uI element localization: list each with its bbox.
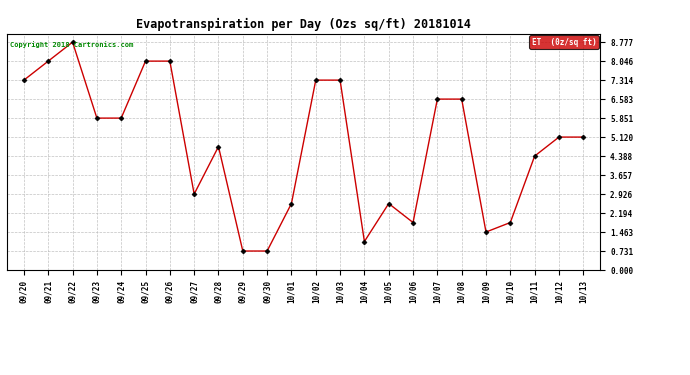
Title: Evapotranspiration per Day (Ozs sq/ft) 20181014: Evapotranspiration per Day (Ozs sq/ft) 2… <box>136 18 471 31</box>
Legend: ET  (0z/sq ft): ET (0z/sq ft) <box>529 35 599 49</box>
Text: Copyright 2018 Cartronics.com: Copyright 2018 Cartronics.com <box>10 41 133 48</box>
